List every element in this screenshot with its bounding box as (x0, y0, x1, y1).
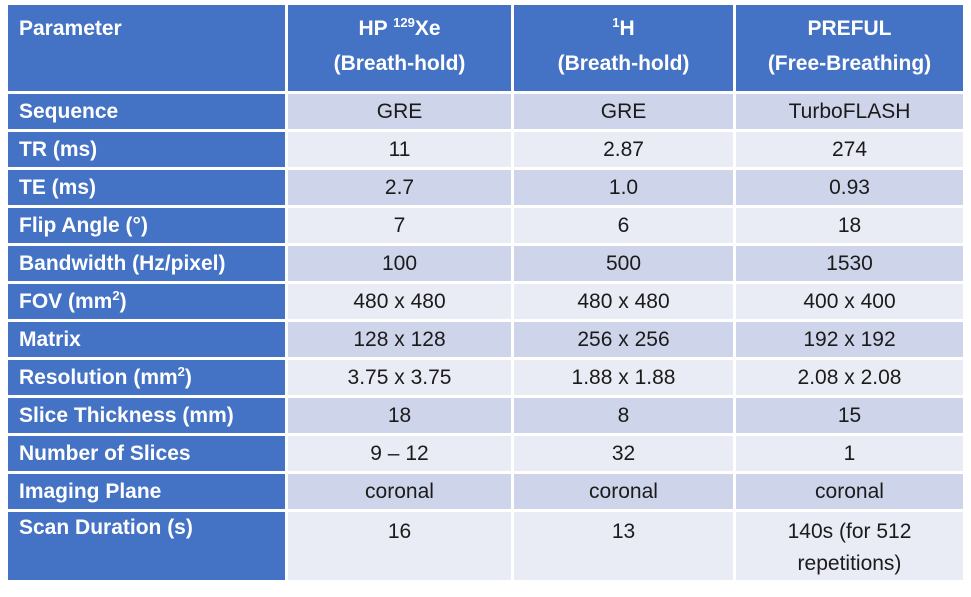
value-cell: coronal (514, 474, 733, 509)
table-row-bandwidth: Bandwidth (Hz/pixel) 100 500 1530 (8, 246, 963, 281)
table-row-imaging-plane: Imaging Plane coronal coronal coronal (8, 474, 963, 509)
header-preful-base: PREFUL (807, 17, 892, 40)
row-label-slice-thickness: Slice Thickness (mm) (8, 398, 285, 433)
row-label-resolution: Resolution (mm2) (8, 360, 285, 395)
row-label-text: Slice Thickness (mm) (19, 403, 234, 427)
value-cell: 2.87 (514, 132, 733, 167)
row-label-text: FOV (mm (19, 289, 113, 313)
value-cell: 400 x 400 (736, 284, 963, 319)
value-cell: 7 (288, 208, 511, 243)
header-hp-xe-base: Xe (414, 17, 441, 40)
row-label-matrix: Matrix (8, 322, 285, 357)
header-parameter-label: Parameter (19, 17, 122, 40)
row-label-text: TE (ms) (19, 175, 97, 199)
header-hp-xe-line2: (Breath-hold) (333, 52, 466, 75)
value-cell: coronal (736, 474, 963, 509)
row-label-imaging-plane: Imaging Plane (8, 474, 285, 509)
value-cell: 32 (514, 436, 733, 471)
row-label-fov: FOV (mm2) (8, 284, 285, 319)
table-header-row: Parameter HP 129Xe (Breath-hold) 1H (Bre… (8, 5, 963, 91)
table-row-sequence: Sequence GRE GRE TurboFLASH (8, 94, 963, 129)
value-cell: 18 (736, 208, 963, 243)
value-cell: 1530 (736, 246, 963, 281)
table-row-scan-duration: Scan Duration (s) 16 13 140s (for 512 re… (8, 512, 963, 580)
mri-parameters-table: Parameter HP 129Xe (Breath-hold) 1H (Bre… (5, 2, 966, 583)
table-row-flip-angle: Flip Angle (°) 7 6 18 (8, 208, 963, 243)
table-row-te: TE (ms) 2.7 1.0 0.93 (8, 170, 963, 205)
row-label-text: Resolution (mm (19, 365, 178, 389)
value-cell: 1.88 x 1.88 (514, 360, 733, 395)
table-row-resolution: Resolution (mm2) 3.75 x 3.75 1.88 x 1.88… (8, 360, 963, 395)
value-cell: 480 x 480 (288, 284, 511, 319)
value-cell: 140s (for 512 repetitions) (736, 512, 963, 580)
header-preful-line1: PREFUL (740, 11, 959, 46)
value-cell: 8 (514, 398, 733, 433)
value-cell: 2.7 (288, 170, 511, 205)
value-cell: 6 (514, 208, 733, 243)
value-cell: GRE (288, 94, 511, 129)
value-cell: 1.0 (514, 170, 733, 205)
row-label-text: Imaging Plane (19, 479, 162, 503)
table-row-number-of-slices: Number of Slices 9 – 12 32 1 (8, 436, 963, 471)
value-cell: 192 x 192 (736, 322, 963, 357)
row-label-suffix: ) (119, 289, 127, 313)
value-cell: 500 (514, 246, 733, 281)
row-label-text: Number of Slices (19, 441, 191, 465)
value-cell: 274 (736, 132, 963, 167)
row-label-text: TR (ms) (19, 137, 98, 161)
row-label-text: Flip Angle (°) (19, 213, 148, 237)
row-label-superscript: 2 (112, 287, 120, 303)
value-cell: TurboFLASH (736, 94, 963, 129)
value-cell: 480 x 480 (514, 284, 733, 319)
value-cell: 18 (288, 398, 511, 433)
value-cell: 2.08 x 2.08 (736, 360, 963, 395)
value-cell: 3.75 x 3.75 (288, 360, 511, 395)
table-row-slice-thickness: Slice Thickness (mm) 18 8 15 (8, 398, 963, 433)
row-label-text: Bandwidth (Hz/pixel) (19, 251, 226, 275)
table-row-matrix: Matrix 128 x 128 256 x 256 192 x 192 (8, 322, 963, 357)
header-hp-xe-line1: HP 129Xe (292, 11, 507, 46)
row-label-number-of-slices: Number of Slices (8, 436, 285, 471)
header-parameter: Parameter (8, 5, 285, 91)
row-label-sequence: Sequence (8, 94, 285, 129)
header-hp-xe-pre: HP (358, 17, 394, 40)
row-label-te: TE (ms) (8, 170, 285, 205)
row-label-text: Matrix (19, 327, 81, 351)
row-label-flip-angle: Flip Angle (°) (8, 208, 285, 243)
header-hp-xe: HP 129Xe (Breath-hold) (288, 5, 511, 91)
value-cell: 11 (288, 132, 511, 167)
row-label-bandwidth: Bandwidth (Hz/pixel) (8, 246, 285, 281)
header-1h-line1: 1H (518, 11, 729, 46)
header-preful-line2: (Free-Breathing) (767, 52, 932, 75)
header-preful: PREFUL (Free-Breathing) (736, 5, 963, 91)
value-cell: 9 – 12 (288, 436, 511, 471)
header-hp-xe-superscript: 129 (393, 15, 415, 30)
header-1h-superscript: 1 (612, 15, 620, 30)
row-label-tr: TR (ms) (8, 132, 285, 167)
header-1h-base: H (619, 17, 635, 40)
value-cell: coronal (288, 474, 511, 509)
value-cell: 15 (736, 398, 963, 433)
table-row-fov: FOV (mm2) 480 x 480 480 x 480 400 x 400 (8, 284, 963, 319)
value-cell: 16 (288, 512, 511, 580)
value-cell: 0.93 (736, 170, 963, 205)
value-cell: GRE (514, 94, 733, 129)
value-cell: 13 (514, 512, 733, 580)
row-label-text: Sequence (19, 99, 119, 123)
table-row-tr: TR (ms) 11 2.87 274 (8, 132, 963, 167)
header-1h-line2: (Breath-hold) (557, 52, 690, 75)
row-label-superscript: 2 (177, 363, 185, 379)
value-cell: 1 (736, 436, 963, 471)
value-cell: 100 (288, 246, 511, 281)
row-label-text: Scan Duration (s) (19, 516, 193, 539)
value-cell: 128 x 128 (288, 322, 511, 357)
value-cell: 256 x 256 (514, 322, 733, 357)
row-label-scan-duration: Scan Duration (s) (8, 512, 285, 580)
row-label-suffix: ) (184, 365, 192, 389)
header-1h: 1H (Breath-hold) (514, 5, 733, 91)
